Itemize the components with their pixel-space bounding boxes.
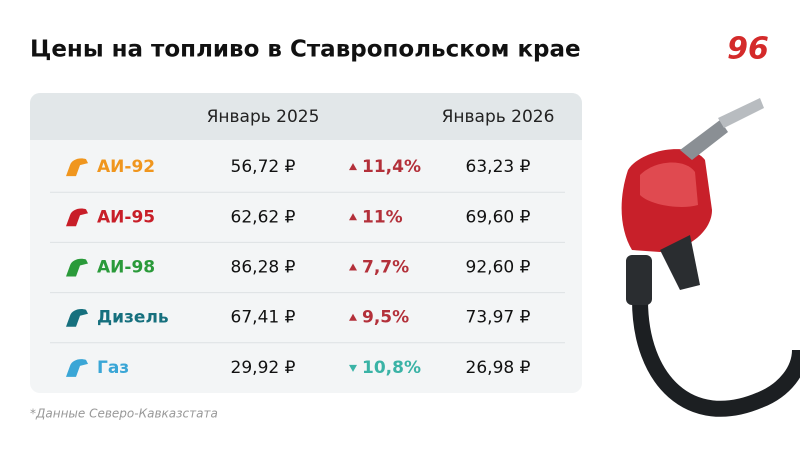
title: Цены на топливо в Ставропольском крае <box>30 37 581 63</box>
change: 11,4% <box>362 157 421 177</box>
change-arrow <box>349 163 357 171</box>
fuel-name: Газ <box>97 358 129 378</box>
fuel-name: АИ-92 <box>97 157 155 177</box>
logo: 96 <box>727 32 769 67</box>
change-arrow <box>349 213 357 221</box>
price-2025: 67,41 ₽ <box>231 308 296 328</box>
price-2026: 63,23 ₽ <box>466 157 531 177</box>
price-2025: 62,62 ₽ <box>231 207 296 227</box>
change: 10,8% <box>362 358 421 378</box>
fuel-icon <box>66 359 88 377</box>
column-header: Январь 2026 <box>442 107 555 127</box>
price-2026: 73,97 ₽ <box>466 308 531 328</box>
price-2026: 69,60 ₽ <box>466 207 531 227</box>
price-2025: 56,72 ₽ <box>231 157 296 177</box>
price-2026: 92,60 ₽ <box>466 258 531 278</box>
change: 9,5% <box>362 308 409 328</box>
fuel-name: АИ-98 <box>97 258 155 278</box>
fuel-icon <box>66 258 88 277</box>
change-arrow <box>349 313 357 321</box>
fuel-name: АИ-95 <box>97 207 155 227</box>
fuel-icon <box>66 158 88 177</box>
price-2025: 86,28 ₽ <box>231 258 296 278</box>
price-2025: 29,92 ₽ <box>231 358 296 378</box>
table-card <box>30 93 582 393</box>
change-arrow <box>349 364 357 372</box>
table-body: АИ-92 56,72 ₽ 11,4% 63,23 ₽ АИ-95 62,62 ₽ 11% 6… <box>50 157 565 378</box>
fuel-nozzle <box>621 98 800 417</box>
footnote: *Данные Северо-Кавказстата <box>30 407 218 421</box>
fuel-name: Дизель <box>97 308 169 328</box>
fuel-icon <box>66 308 88 327</box>
table-header <box>30 93 582 140</box>
price-2026: 26,98 ₽ <box>466 358 531 378</box>
column-header: Январь 2025 <box>207 107 320 127</box>
change: 11% <box>362 207 403 227</box>
change: 7,7% <box>362 258 409 278</box>
change-arrow <box>349 263 357 271</box>
fuel-icon <box>66 208 88 227</box>
